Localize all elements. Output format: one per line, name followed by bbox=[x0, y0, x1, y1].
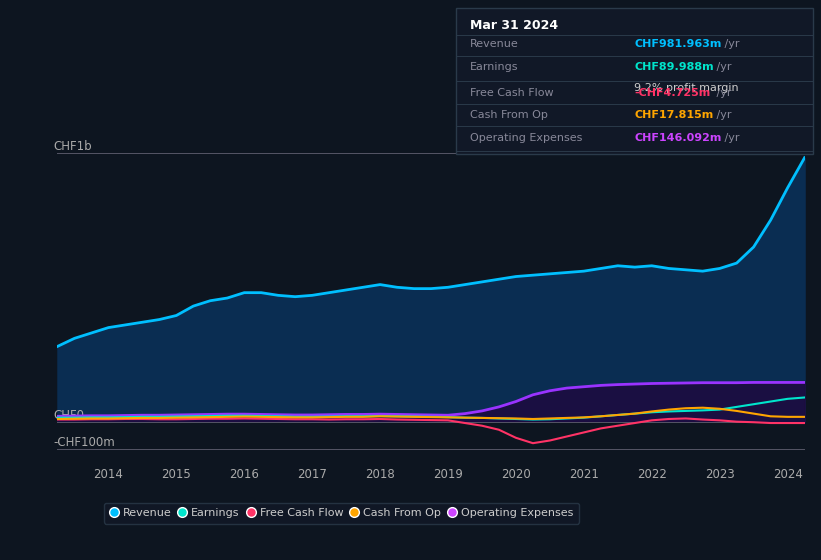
Text: CHF0: CHF0 bbox=[53, 409, 85, 422]
Text: -CHF4.725m: -CHF4.725m bbox=[635, 88, 710, 98]
Text: CHF981.963m: CHF981.963m bbox=[635, 39, 722, 49]
Text: /yr: /yr bbox=[713, 88, 732, 98]
Text: CHF146.092m: CHF146.092m bbox=[635, 133, 722, 143]
Text: Earnings: Earnings bbox=[470, 62, 518, 72]
Text: -CHF100m: -CHF100m bbox=[53, 436, 116, 449]
Text: /yr: /yr bbox=[713, 110, 732, 120]
Legend: Revenue, Earnings, Free Cash Flow, Cash From Op, Operating Expenses: Revenue, Earnings, Free Cash Flow, Cash … bbox=[103, 502, 579, 524]
Text: Mar 31 2024: Mar 31 2024 bbox=[470, 18, 558, 31]
Text: /yr: /yr bbox=[713, 62, 732, 72]
Text: Revenue: Revenue bbox=[470, 39, 519, 49]
FancyBboxPatch shape bbox=[456, 8, 813, 154]
Text: /yr: /yr bbox=[721, 39, 739, 49]
Text: CHF17.815m: CHF17.815m bbox=[635, 110, 713, 120]
Text: CHF1b: CHF1b bbox=[53, 140, 92, 153]
Text: Free Cash Flow: Free Cash Flow bbox=[470, 88, 553, 98]
Text: Operating Expenses: Operating Expenses bbox=[470, 133, 582, 143]
Text: /yr: /yr bbox=[721, 133, 739, 143]
Text: 9.2% profit margin: 9.2% profit margin bbox=[635, 83, 739, 93]
Text: CHF89.988m: CHF89.988m bbox=[635, 62, 713, 72]
Text: Cash From Op: Cash From Op bbox=[470, 110, 548, 120]
